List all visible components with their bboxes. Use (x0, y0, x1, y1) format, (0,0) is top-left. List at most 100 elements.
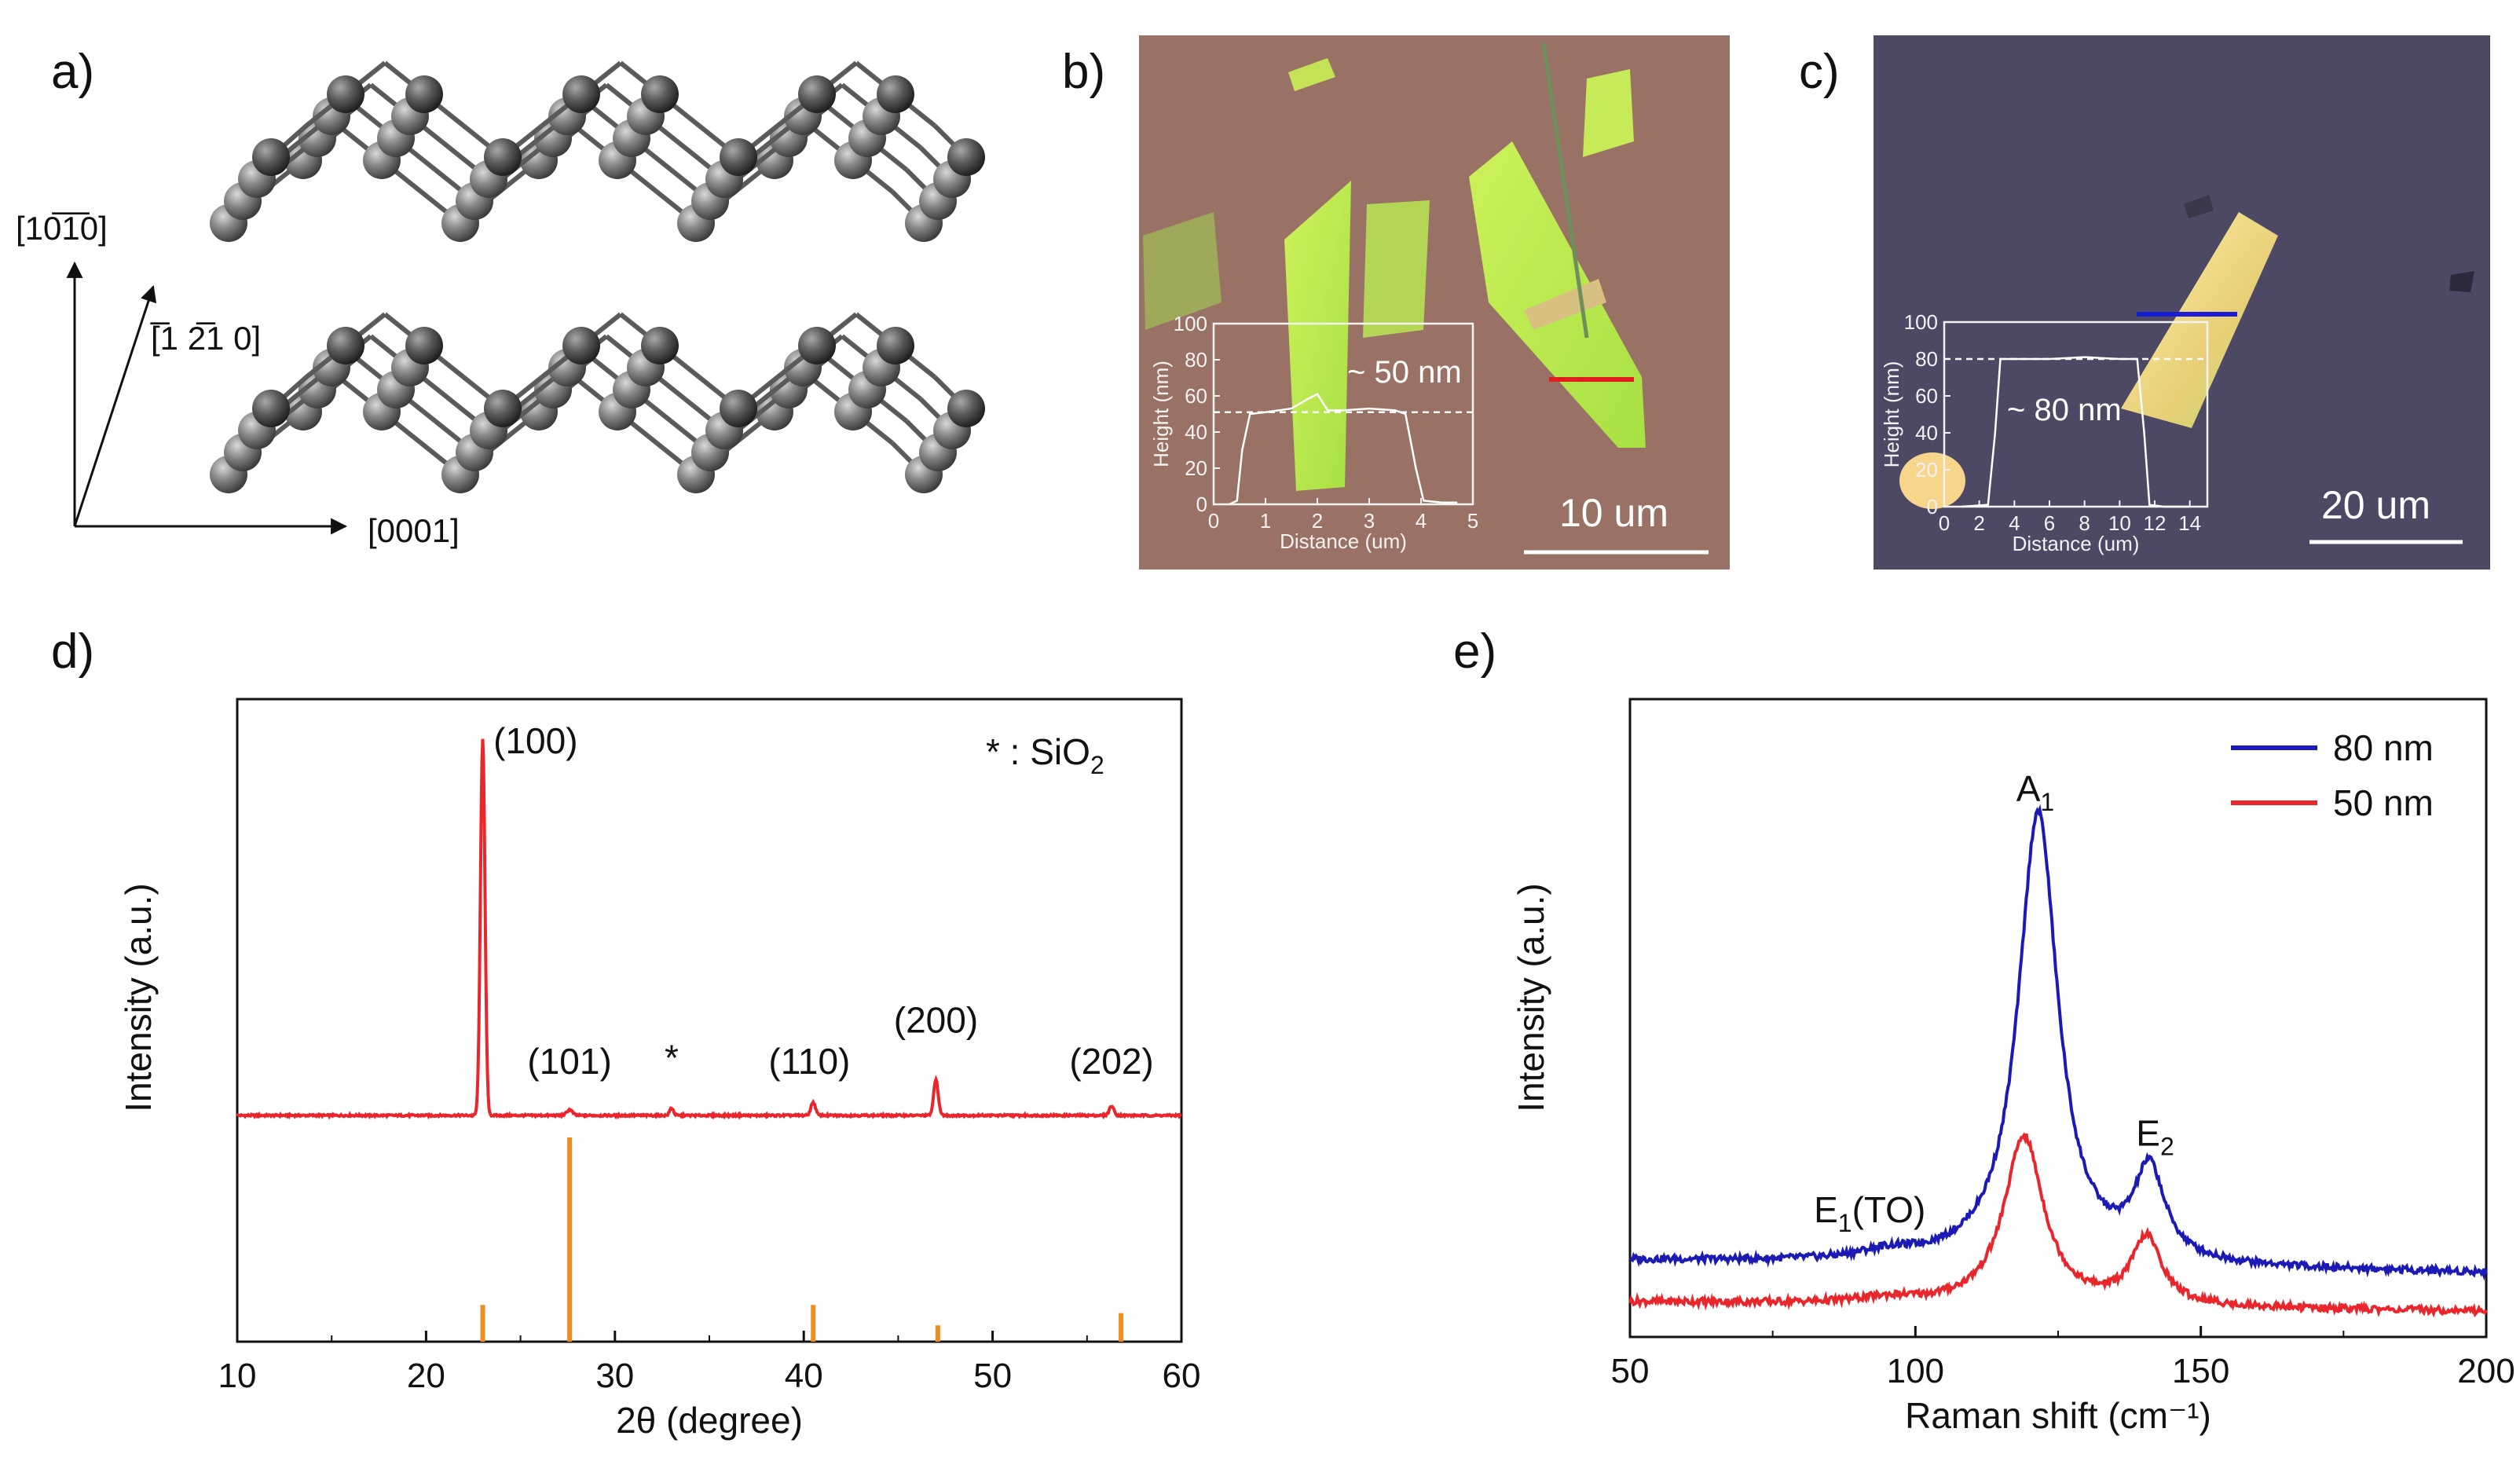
xrd-xtick-label: 30 (595, 1357, 634, 1395)
inset-xlabel: Distance (um) (2013, 532, 2140, 555)
raman-series-line (1628, 1132, 2488, 1318)
raman-xlabel: Raman shift (cm⁻¹) (1905, 1395, 2211, 1436)
atom (877, 75, 914, 113)
atom (877, 327, 914, 364)
scale-label-b: 10 um (1559, 491, 1668, 535)
inset-xtick-label: 12 (2144, 511, 2167, 535)
micrograph-b-background (1139, 35, 1730, 570)
atom (947, 390, 985, 427)
raman-xtick-label: 200 (2457, 1352, 2515, 1390)
inset-ytick-label: 20 (1915, 458, 1938, 482)
panel-a: a) [10̅1̅0] [̅1 2̅1 0] [0001] (16, 45, 985, 549)
inset-ylabel: Height (nm) (1880, 361, 1903, 468)
atom (947, 138, 985, 176)
raman-ylabel: Intensity (a.u.) (1511, 883, 1551, 1112)
xrd-xtick-label: 40 (785, 1357, 823, 1395)
atom (562, 327, 600, 364)
panel-b: b) 10 um 0 20 40 60 80 100 0 1 2 3 4 5 Distance (um)… (1062, 35, 1730, 570)
inset-ytick-label: 100 (1174, 312, 1207, 335)
flake-main (1284, 181, 1351, 491)
atom (641, 327, 679, 364)
raman-series-line (1628, 804, 2488, 1281)
xrd-peak-label: (202) (1069, 1041, 1153, 1082)
inset-xtick-label: 3 (1364, 509, 1375, 533)
panel-label-c: c) (1799, 45, 1840, 99)
inset-xtick-label: 8 (2079, 511, 2090, 535)
direction-label-0001: [0001] (368, 512, 460, 549)
inset-xtick-label: 0 (1939, 511, 1950, 535)
flake-small (1583, 69, 1634, 157)
atom (562, 75, 600, 113)
inset-xtick-label: 2 (1973, 511, 1984, 535)
panel-e: e) 50 100 150 200 Raman shift (cm⁻¹) Intensit… (1453, 624, 2515, 1436)
crystal-layer-bottom (210, 312, 985, 493)
inset-xtick-label: 10 (2108, 511, 2131, 535)
atom (798, 327, 836, 364)
raman-legend-label: 80 nm (2333, 727, 2434, 768)
atom (252, 390, 290, 427)
xrd-xtick-label: 50 (973, 1357, 1012, 1395)
raman-xtick-label: 150 (2172, 1352, 2229, 1390)
raman-peak-label: E1(TO) (1814, 1189, 1925, 1237)
xrd-chart: 10 20 30 40 50 60 2θ (degree) Intensity (a.u.) (… (118, 698, 1200, 1441)
inset-xtick-label: 2 (1312, 509, 1323, 533)
xrd-series-line (236, 738, 1181, 1120)
xrd-peak-label: (101) (527, 1041, 611, 1082)
raman-xtick-label: 100 (1887, 1352, 1944, 1390)
xrd-peak-label: (200) (894, 999, 978, 1040)
flake-c-main (2121, 212, 2278, 428)
inset-frame (1212, 322, 1474, 506)
inset-xtick-label: 0 (1208, 509, 1219, 533)
inset-annotation: ~ 50 nm (1347, 355, 1462, 390)
xrd-frame (236, 698, 1183, 1343)
atom (405, 327, 443, 364)
direction-label-1010: [10̅1̅0] (16, 210, 108, 247)
inset-plot-b: 0 20 40 60 80 100 0 1 2 3 4 5 Distance (um) Height (n… (1149, 312, 1478, 553)
raman-legend-label: 50 nm (2333, 782, 2434, 823)
flake-wire (1541, 42, 1589, 339)
flake-left (1143, 212, 1222, 330)
panel-label-a: a) (51, 45, 94, 99)
atom (484, 390, 522, 427)
flake-secondary (1363, 200, 1430, 338)
scale-label-c: 20 um (2321, 483, 2430, 527)
atom (405, 75, 443, 113)
atom (720, 138, 757, 176)
crystal-structure (210, 60, 985, 493)
xrd-xtick-label: 10 (218, 1357, 257, 1395)
inset-ytick-label: 80 (1915, 347, 1938, 371)
xrd-peak-label: * (665, 1037, 679, 1078)
inset-ytick-label: 60 (1915, 384, 1938, 408)
xrd-xtick-label: 20 (407, 1357, 445, 1395)
xrd-xlabel: 2θ (degree) (616, 1400, 803, 1441)
inset-ylabel: Height (nm) (1149, 361, 1173, 467)
inset-annotation: ~ 80 nm (2007, 393, 2122, 427)
flake-tilted (1469, 141, 1646, 448)
flake-fold (1524, 279, 1606, 330)
legend-note-sio2: * : SiO2 (986, 731, 1104, 779)
panel-d: d) 10 20 30 40 50 60 2θ (degree) Intensity (a.u… (51, 624, 1200, 1441)
atom (327, 327, 364, 364)
raman-peak-label: A1 (2016, 768, 2054, 816)
xrd-ylabel: Intensity (a.u.) (118, 883, 159, 1112)
micrograph-c: 20 um (1874, 35, 2490, 570)
inset-profile-line (1961, 356, 2190, 508)
panel-label-b: b) (1062, 45, 1105, 99)
atom (798, 75, 836, 113)
raman-chart: 50 100 150 200 Raman shift (cm⁻¹) Intensity (… (1511, 698, 2515, 1436)
micrograph-b: 10 um (1139, 35, 1730, 570)
xrd-peak-label: (100) (493, 720, 577, 761)
inset-frame (1943, 320, 2209, 508)
inset-ytick-label: 60 (1185, 384, 1207, 408)
flake-c-debris-2 (2449, 271, 2474, 292)
flake-c-spot (1899, 452, 1965, 509)
raman-xtick-label: 50 (1611, 1352, 1650, 1390)
atom (641, 75, 679, 113)
inset-ytick-label: 100 (1904, 310, 1938, 334)
inset-xtick-label: 5 (1467, 509, 1478, 533)
inset-xtick-label: 4 (2009, 511, 2020, 535)
axis-arrows (66, 261, 348, 535)
